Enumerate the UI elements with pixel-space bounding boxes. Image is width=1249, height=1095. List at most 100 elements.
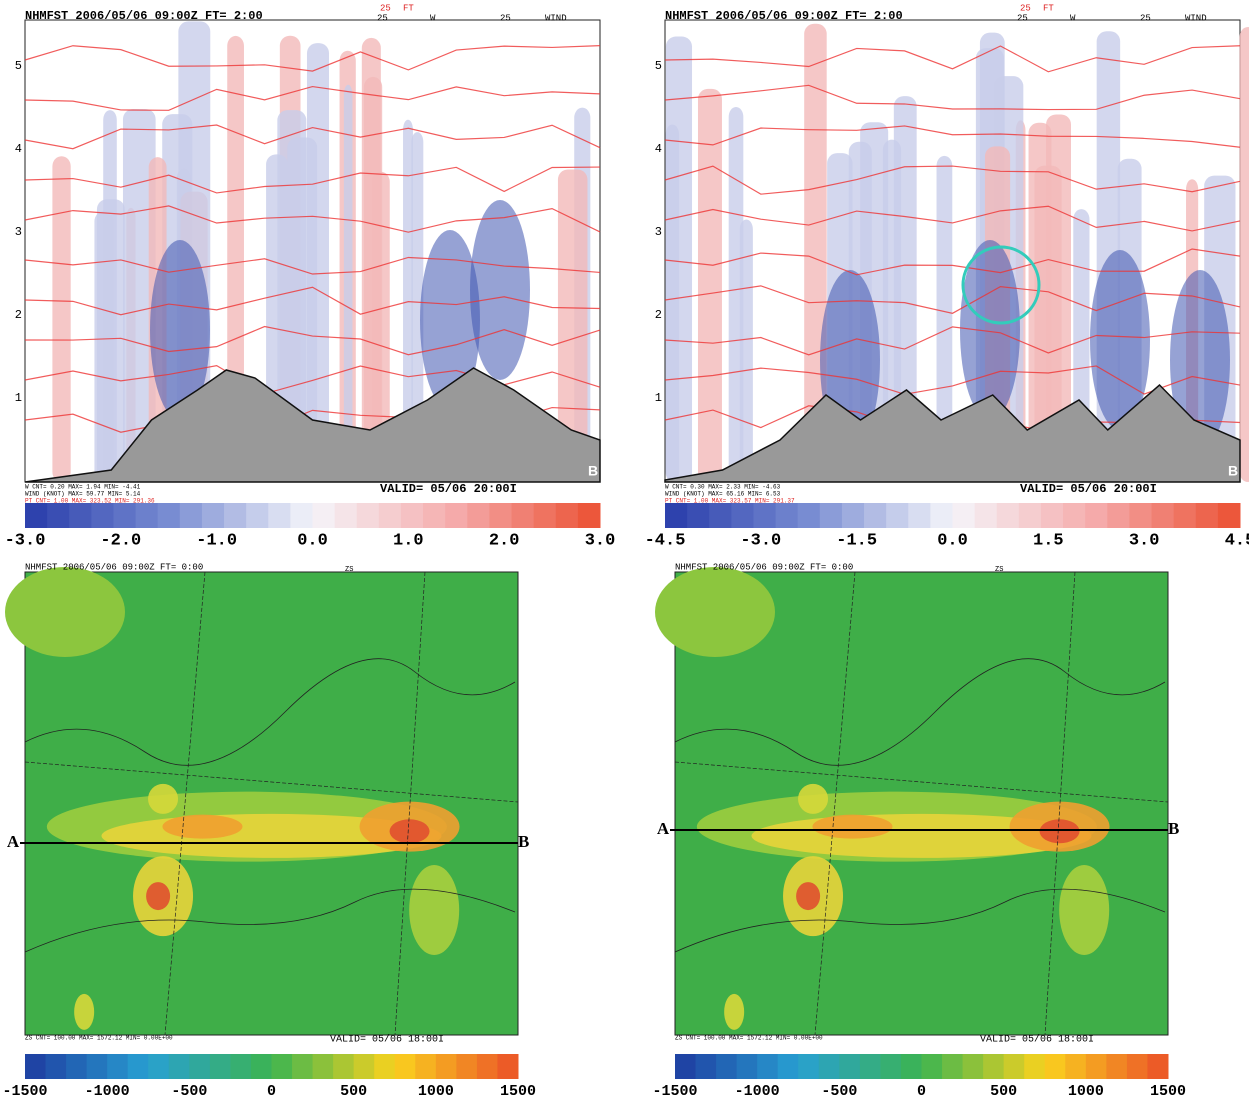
- colorbar-label: 3.0: [1129, 531, 1160, 550]
- meridian: [394, 571, 426, 1036]
- colorbar-label: 2.0: [489, 531, 520, 550]
- colorbar-cell: [312, 1054, 334, 1079]
- coastline: [24, 658, 516, 953]
- colorbar-label: -4.5: [645, 531, 686, 550]
- colorbar-cell: [127, 1054, 149, 1079]
- terrain-blob: [1059, 864, 1110, 955]
- colorbar-label: 1500: [1150, 1083, 1186, 1095]
- isentrope: [664, 248, 1241, 276]
- colorbar-cell: [246, 503, 269, 528]
- colorbar-cell: [157, 503, 181, 528]
- colorbar-label: 500: [990, 1083, 1017, 1095]
- meridian: [814, 571, 856, 1036]
- colorbar-cell: [864, 503, 887, 528]
- colorbar-cell: [900, 1054, 922, 1079]
- colorbar-cell: [333, 1054, 355, 1079]
- band: [1239, 27, 1249, 482]
- top-label: 25: [1017, 13, 1028, 23]
- parallel: [674, 761, 1169, 803]
- colorbar-cell: [179, 503, 203, 528]
- colorbar-label: -1500: [652, 1083, 697, 1095]
- top-label: FT: [1043, 3, 1054, 13]
- colorbar-cell: [880, 1054, 902, 1079]
- point-a: A: [7, 832, 20, 851]
- top-label: WIND: [1185, 13, 1207, 23]
- band: [893, 96, 917, 483]
- corner-label: B: [588, 463, 598, 479]
- colorbar-cell: [1065, 1054, 1087, 1079]
- colorbar-cell: [91, 503, 114, 528]
- band: [361, 37, 381, 482]
- colorbar-cell: [839, 1054, 861, 1079]
- isentrope: [664, 125, 1241, 148]
- colorbar-cell: [1129, 503, 1153, 528]
- y-axis-label: 4: [15, 142, 22, 156]
- colorbar-cell: [665, 503, 688, 528]
- colorbar-cell: [983, 1054, 1005, 1079]
- colorbar-label: 0: [917, 1083, 926, 1095]
- colorbar-cell: [1085, 503, 1108, 528]
- colorbar-label: -3.0: [740, 531, 781, 550]
- header: NHMFST 2006/05/06 09:00Z FT= 0:00: [675, 562, 853, 572]
- parallel: [24, 761, 519, 803]
- colorbar-cell: [709, 503, 732, 528]
- colorbar-cell: [135, 503, 159, 528]
- colorbar-cell: [394, 1054, 416, 1079]
- colorbar-cell: [1003, 1054, 1025, 1079]
- updraft: [470, 200, 530, 380]
- terrain: [24, 367, 601, 483]
- band: [122, 109, 156, 482]
- colorbar-label: -3.0: [5, 531, 46, 550]
- top-label: W: [1070, 13, 1076, 23]
- colorbar-cell: [456, 1054, 478, 1079]
- colorbar-cell: [435, 1054, 457, 1079]
- colorbar-cell: [292, 1054, 314, 1079]
- colorbar-cell: [859, 1054, 881, 1079]
- top-label: WIND: [545, 13, 567, 23]
- header: NHMFST 2006/05/06 09:00Z FT= 0:00: [25, 562, 203, 572]
- top-label: 25: [1020, 3, 1031, 13]
- highland: [655, 567, 775, 657]
- colorbar-cell: [1044, 1054, 1066, 1079]
- updraft: [420, 230, 480, 410]
- valid-time: VALID= 05/06 18:00I: [330, 1034, 444, 1046]
- colorbar-cell: [1024, 1054, 1046, 1079]
- isentrope: [664, 285, 1241, 314]
- valid-time: VALID= 05/06 20:00I: [1020, 482, 1157, 496]
- terrain-blob: [389, 819, 430, 844]
- colorbar-label: -1000: [735, 1083, 780, 1095]
- colorbar-label: -1.5: [836, 531, 877, 550]
- terrain-blob: [1039, 819, 1080, 844]
- colorbar-cell: [1085, 1054, 1107, 1079]
- colorbar-cell: [695, 1054, 717, 1079]
- top-label: FT: [403, 3, 414, 13]
- valid-time: VALID= 05/06 18:00I: [980, 1034, 1094, 1046]
- colorbar-label: 4.5: [1225, 531, 1249, 550]
- colorbar-cell: [1106, 1054, 1128, 1079]
- colorbar-cell: [1151, 503, 1175, 528]
- band: [403, 119, 413, 483]
- colorbar-cell: [168, 1054, 190, 1079]
- point-b: B: [518, 832, 529, 851]
- colorbar-cell: [577, 503, 601, 528]
- isentrope: [24, 45, 601, 72]
- colorbar-cell: [476, 1054, 498, 1079]
- colorbar-label: -500: [171, 1083, 207, 1095]
- meridian: [164, 571, 206, 1036]
- colorbar-cell: [753, 503, 777, 528]
- point-b: B: [1168, 819, 1179, 838]
- colorbar-cell: [1126, 1054, 1148, 1079]
- colorbar-label: 0.0: [937, 531, 968, 550]
- y-axis-label: 5: [655, 59, 662, 73]
- stats: ZS CNT= 100.00 MAX= 1572.12 MIN= 0.00E+0…: [675, 1035, 823, 1042]
- colorbar-cell: [798, 1054, 820, 1079]
- colorbar-cell: [356, 503, 380, 528]
- top-label: 25: [380, 3, 391, 13]
- y-axis-label: 5: [15, 59, 22, 73]
- y-axis-label: 1: [655, 391, 662, 405]
- colorbar-cell: [209, 1054, 231, 1079]
- colorbar-label: -1.0: [196, 531, 237, 550]
- colorbar-cell: [497, 1054, 519, 1079]
- colorbar-cell: [374, 1054, 396, 1079]
- colorbar-cell: [378, 503, 402, 528]
